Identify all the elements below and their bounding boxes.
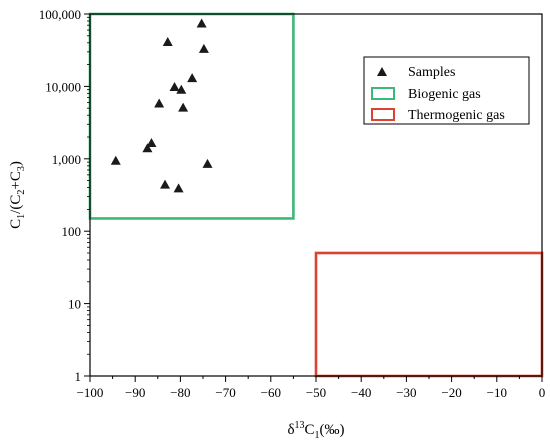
region-biogenic-gas bbox=[88, 12, 295, 220]
data-point-14 bbox=[173, 183, 184, 193]
legend-label-samples: Samples bbox=[408, 65, 455, 80]
legend-label-biogenic: Biogenic gas bbox=[408, 87, 481, 102]
x-axis-title: δ13C1(‰) bbox=[287, 420, 344, 441]
region-thermogenic-gas bbox=[314, 251, 544, 378]
data-point-5 bbox=[169, 82, 180, 92]
data-point-13 bbox=[160, 179, 171, 189]
x-axis: −100 −90 −80 −70 −60 −50 −40 −30 −20 −10 0 bbox=[77, 376, 546, 400]
legend-swatch-thermogenic bbox=[371, 108, 395, 121]
data-point-7 bbox=[154, 98, 165, 108]
y-tick-label: 1,000 bbox=[52, 152, 81, 167]
data-point-6 bbox=[176, 84, 187, 94]
x-tick-label: −30 bbox=[396, 385, 416, 400]
x-tick-label: −80 bbox=[170, 385, 190, 400]
x-tick-label: −40 bbox=[351, 385, 371, 400]
data-point-11 bbox=[110, 155, 121, 165]
data-point-4 bbox=[187, 73, 198, 83]
legend-triangle-marker bbox=[377, 67, 387, 76]
x-tick-label: −60 bbox=[261, 385, 281, 400]
legend-label-thermogenic: Thermogenic gas bbox=[408, 108, 505, 123]
data-point-3 bbox=[198, 43, 209, 53]
x-tick-label: −100 bbox=[77, 385, 104, 400]
y-tick-label: 1 bbox=[75, 369, 82, 384]
legend: Samples Biogenic gas Thermogenic gas bbox=[363, 56, 530, 125]
data-point-9 bbox=[146, 138, 157, 148]
data-point-1 bbox=[196, 18, 207, 28]
legend-box bbox=[363, 56, 530, 125]
x-tick-label: −70 bbox=[215, 385, 235, 400]
y-tick-label: 100 bbox=[62, 224, 82, 239]
data-point-2 bbox=[162, 37, 173, 47]
legend-swatch-biogenic bbox=[371, 87, 395, 100]
data-point-10 bbox=[142, 143, 153, 153]
y-axis-title: C1/(C2+C3) bbox=[8, 161, 27, 229]
points-layer bbox=[110, 18, 213, 193]
x-tick-label: −50 bbox=[306, 385, 326, 400]
y-tick-label: 100,000 bbox=[39, 7, 81, 22]
y-tick-label: 10 bbox=[68, 297, 81, 312]
x-tick-label: −20 bbox=[441, 385, 461, 400]
data-point-12 bbox=[202, 158, 213, 168]
x-tick-label: 0 bbox=[539, 385, 546, 400]
y-tick-label: 10,000 bbox=[45, 79, 81, 94]
data-point-8 bbox=[178, 102, 189, 112]
x-tick-label: −90 bbox=[125, 385, 145, 400]
x-tick-label: −10 bbox=[487, 385, 507, 400]
y-axis: 1 10 100 1,000 10,000 100,000 bbox=[39, 7, 90, 384]
